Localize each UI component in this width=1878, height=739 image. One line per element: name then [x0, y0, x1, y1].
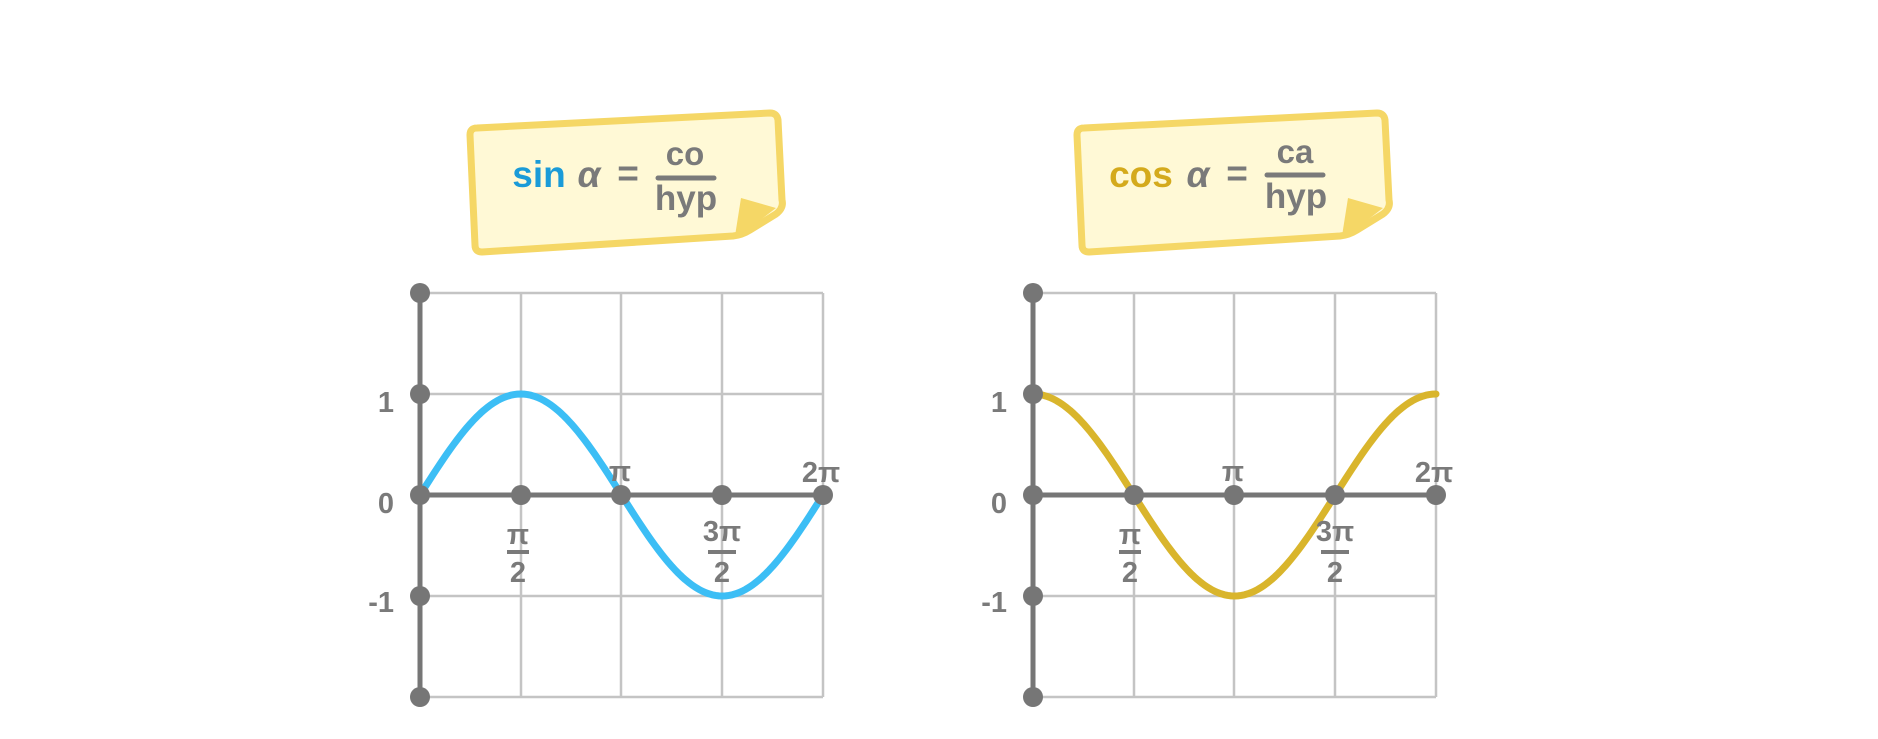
sin-note-curl	[735, 198, 776, 236]
cos-dot-x-pi	[1224, 485, 1244, 505]
cos-numerator: ca	[1277, 133, 1314, 170]
sin-graph: 1 0 -1 π 2 π 3π 2 2π	[368, 283, 840, 707]
cos-x-label-pi-half-den: 2	[1122, 557, 1138, 589]
cos-axis-dots	[1023, 283, 1446, 707]
sin-y-label-neg1: -1	[368, 587, 394, 619]
sin-axis-dots	[410, 283, 833, 707]
cos-dot-y-top	[1023, 283, 1043, 303]
cos-label: cos	[1109, 154, 1173, 195]
cos-equals-sign: =	[1226, 153, 1248, 194]
sin-formula-note: sin α = co hyp	[466, 109, 786, 256]
sin-label: sin	[512, 154, 565, 195]
sin-dot-origin	[410, 485, 430, 505]
cos-formula-note: cos α = ca hyp	[1073, 109, 1393, 256]
cos-dot-x-2pi	[1426, 485, 1446, 505]
cos-dot-x-pi-half	[1124, 485, 1144, 505]
cos-graph: 1 0 -1 π 2 π 3π 2 2π	[981, 283, 1453, 707]
sin-x-label-pi: π	[609, 456, 631, 488]
cos-x-label-3pi-half-den: 2	[1327, 557, 1343, 589]
cos-dot-y-1	[1023, 384, 1043, 404]
cos-y-label-0: 0	[991, 488, 1007, 520]
sin-y-label-0: 0	[378, 488, 394, 520]
sin-y-label-1: 1	[378, 387, 394, 419]
sin-x-label-pi-half: π 2	[507, 519, 529, 589]
cos-curve	[1029, 390, 1440, 600]
sin-x-label-pi-half-den: 2	[510, 557, 526, 589]
sin-dot-y-top	[410, 283, 430, 303]
sin-dot-y-bottom	[410, 687, 430, 707]
sin-x-label-pi-half-num: π	[507, 519, 529, 551]
sin-dot-x-2pi	[813, 485, 833, 505]
cos-note-curl	[1342, 198, 1383, 236]
sin-dot-x-3pi-half	[712, 485, 732, 505]
cos-alpha-symbol: α	[1187, 154, 1212, 195]
cos-x-label-3pi-half-num: 3π	[1316, 516, 1354, 548]
sin-note-paper	[466, 109, 786, 256]
sin-numerator: co	[666, 135, 705, 172]
cos-x-label-pi-half-num: π	[1119, 519, 1141, 551]
cos-dot-origin	[1023, 485, 1043, 505]
sin-dot-x-pi-half	[511, 485, 531, 505]
cos-denominator: hyp	[1265, 177, 1327, 216]
cos-x-label-pi: π	[1222, 456, 1244, 488]
sin-dot-x-pi	[611, 485, 631, 505]
sin-dot-y-1	[410, 384, 430, 404]
cos-dot-y-neg1	[1023, 586, 1043, 606]
sin-denominator: hyp	[655, 179, 717, 218]
sin-x-label-3pi-half: 3π 2	[703, 516, 741, 589]
sin-equals-sign: =	[617, 153, 639, 194]
cos-y-label-1: 1	[991, 387, 1007, 419]
sin-x-label-3pi-half-den: 2	[714, 557, 730, 589]
cos-dot-y-bottom	[1023, 687, 1043, 707]
cos-x-label-3pi-half: 3π 2	[1316, 516, 1354, 589]
cos-dot-x-3pi-half	[1325, 485, 1345, 505]
sin-x-label-3pi-half-num: 3π	[703, 516, 741, 548]
sin-alpha-symbol: α	[578, 154, 603, 195]
cos-note-paper	[1073, 109, 1393, 256]
cos-x-label-2pi: 2π	[1415, 457, 1453, 489]
cos-y-label-neg1: -1	[981, 587, 1007, 619]
cos-x-label-pi-half: π 2	[1119, 519, 1141, 589]
sin-x-label-2pi: 2π	[802, 457, 840, 489]
sin-dot-y-neg1	[410, 586, 430, 606]
